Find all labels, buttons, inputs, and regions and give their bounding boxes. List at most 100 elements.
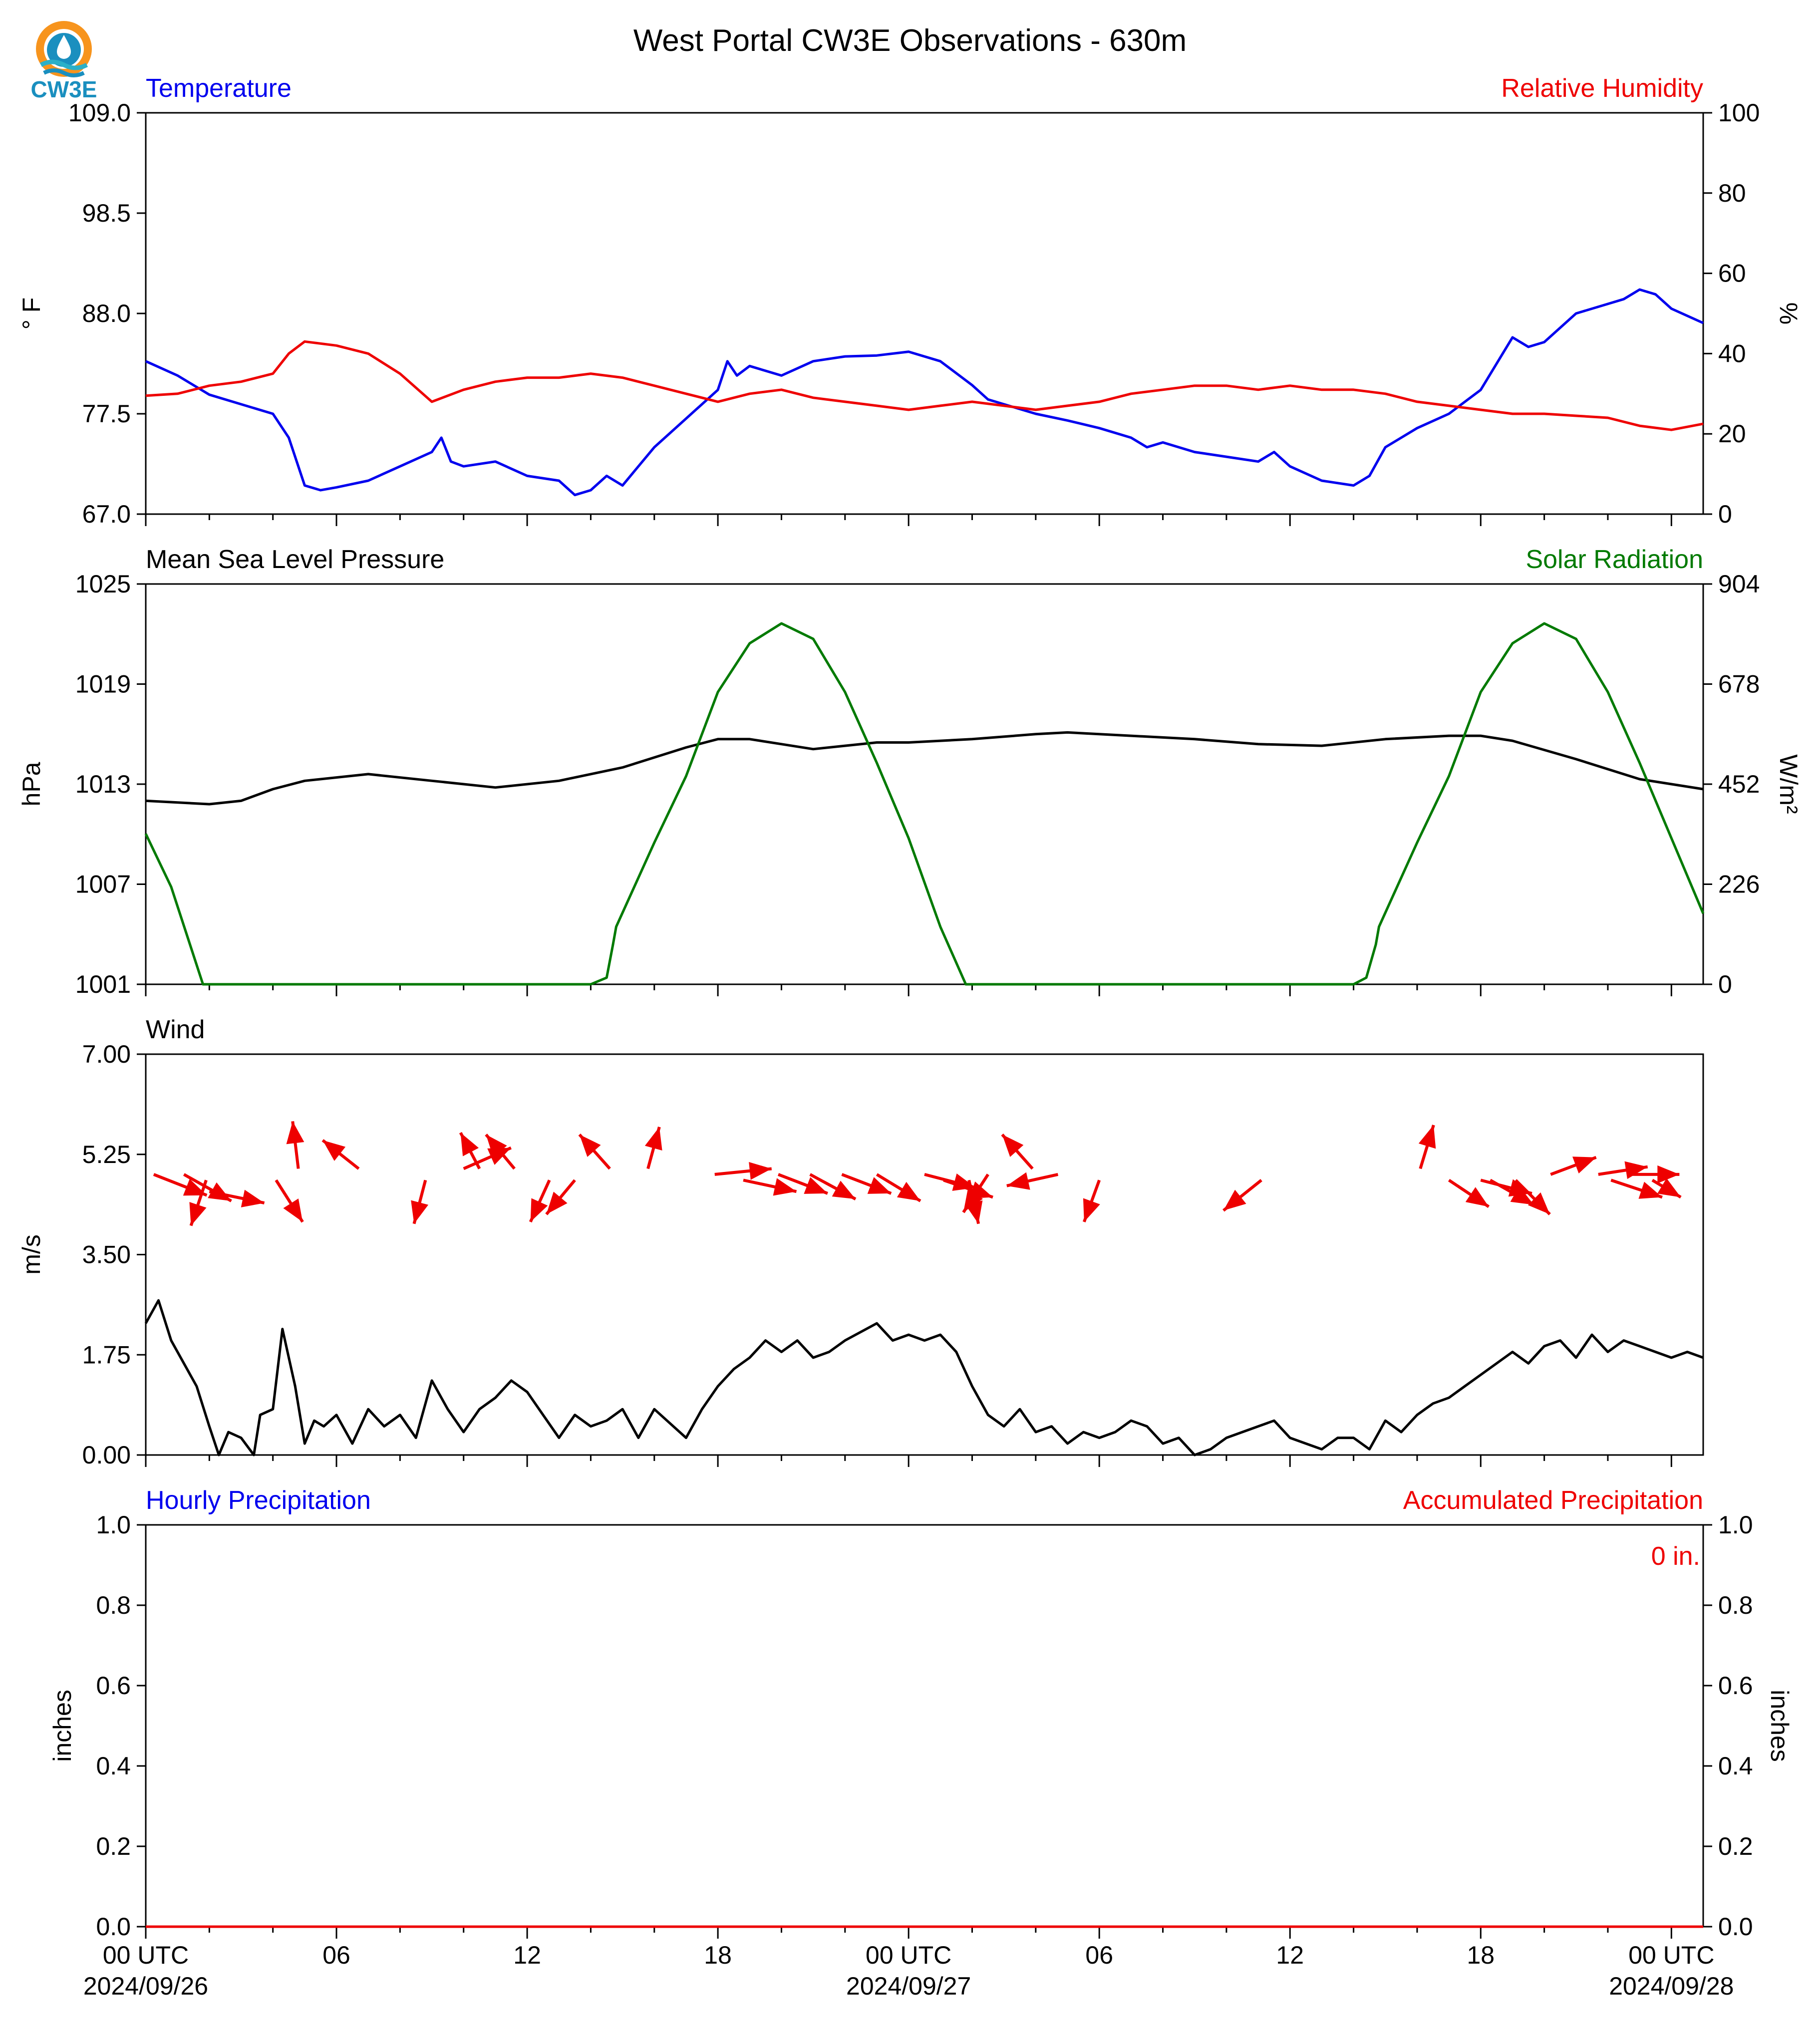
y-tick-label: 1025	[75, 570, 131, 598]
chart-title: West Portal CW3E Observations - 630m	[633, 23, 1187, 58]
y-tick-label: 1.75	[82, 1341, 131, 1369]
y-axis-label-right: %	[1775, 302, 1803, 324]
wind-arrow-head	[579, 1135, 601, 1157]
y-tick-label-right: 40	[1718, 339, 1746, 367]
wind-arrow	[1006, 1172, 1059, 1190]
plot-frame	[145, 112, 1704, 515]
y-tick-label: 109.0	[68, 99, 131, 127]
y-tick-label-right: 0.2	[1718, 1832, 1753, 1860]
wind-arrow-head	[460, 1133, 479, 1157]
y-tick-label: 67.0	[82, 500, 131, 528]
wind-arrow	[485, 1134, 516, 1170]
wind-arrow-head	[1657, 1178, 1681, 1197]
wind-arrow	[411, 1179, 429, 1224]
series-solar-radiation	[144, 622, 1705, 986]
wind-arrow	[1610, 1178, 1663, 1199]
wind-arrow-head	[322, 1140, 346, 1161]
wind-arrow-head	[1657, 1165, 1680, 1183]
y-tick-label: 1.0	[96, 1511, 131, 1539]
wind-arrow-head	[749, 1161, 772, 1180]
wind-arrow-head	[644, 1127, 662, 1151]
wind-arrow	[962, 1173, 989, 1213]
x-date-label: 2024/09/26	[83, 1972, 208, 2000]
plot-frame	[145, 1053, 1704, 1456]
wind-arrow	[286, 1121, 304, 1169]
wind-arrow	[876, 1173, 921, 1202]
y-tick-label-right: 1.0	[1718, 1511, 1753, 1539]
panels: Temperature Relative Humidity 67.0 77.5 88.0…	[17, 74, 1803, 2000]
panel-temperature-humidity: Temperature Relative Humidity 67.0 77.5 88.0…	[17, 74, 1803, 528]
y-tick-label: 1007	[75, 870, 131, 898]
wind-arrow	[778, 1173, 828, 1195]
cw3e-logo-icon	[36, 21, 92, 77]
y-tick-label-right: 452	[1718, 770, 1760, 798]
x-date-label: 2024/09/28	[1609, 1972, 1734, 2000]
panel-precipitation: Hourly Precipitation Accumulated Precipit…	[48, 1486, 1794, 2000]
plot-frame	[145, 583, 1704, 985]
wind-arrow-head	[286, 1121, 304, 1145]
wind-arrow-head	[1638, 1181, 1662, 1199]
y-tick-label-right: 226	[1718, 870, 1760, 898]
wind-arrow	[644, 1127, 662, 1169]
wind-arrow-head	[1465, 1187, 1489, 1207]
series-mean-sea-level-pressure	[145, 731, 1704, 806]
wind-arrow	[1515, 1179, 1551, 1215]
y-tick-label-right: 0.4	[1718, 1752, 1753, 1780]
wind-arrow-head	[832, 1180, 856, 1199]
y-tick-label: 0.0	[96, 1913, 131, 1941]
y-tick-label-right: 20	[1718, 420, 1746, 448]
y-tick-label: 0.6	[96, 1672, 131, 1700]
y-tick-label: 0.8	[96, 1591, 131, 1619]
panel-left-title: Wind	[146, 1015, 205, 1044]
wind-arrow	[714, 1161, 772, 1180]
panel-right-title: Solar Radiation	[1525, 545, 1703, 574]
wind-arrow-head	[1083, 1198, 1100, 1222]
wind-arrow	[1651, 1178, 1682, 1199]
wind-arrow-head	[1527, 1192, 1550, 1214]
y-tick-label-right: 60	[1718, 260, 1746, 288]
panel-right-title: Accumulated Precipitation	[1403, 1486, 1703, 1515]
y-tick-label: 7.00	[82, 1040, 131, 1068]
wind-arrow-head	[897, 1181, 920, 1201]
x-tick-label: 18	[704, 1941, 732, 1969]
y-tick-label: 98.5	[82, 199, 131, 227]
panel-left-title: Mean Sea Level Pressure	[146, 545, 444, 574]
y-tick-label-right: 904	[1718, 570, 1760, 598]
series-wind	[144, 1299, 1704, 1456]
wind-arrow-head	[1223, 1189, 1246, 1211]
x-tick-label: 12	[1276, 1941, 1304, 1969]
x-tick-label: 12	[513, 1941, 541, 1969]
wind-arrow	[275, 1179, 304, 1223]
panel-right-title: Relative Humidity	[1501, 74, 1703, 103]
y-tick-label: 3.50	[82, 1241, 131, 1269]
x-tick-label: 00 UTC	[866, 1941, 951, 1969]
panel-left-title: Temperature	[146, 74, 292, 103]
y-tick-label: 88.0	[82, 299, 131, 327]
y-axis-label: hPa	[17, 762, 45, 806]
y-axis-label-right: W/m²	[1775, 754, 1803, 814]
wind-arrow	[1001, 1134, 1034, 1170]
panel-wind: Wind 0.00 1.75 3.50 5.25 7.00 m/s	[17, 1015, 1704, 1469]
wind-arrow-head	[1572, 1157, 1596, 1174]
wind-arrow-head	[283, 1198, 303, 1222]
wind-arrow	[1630, 1165, 1680, 1183]
y-tick-label-right: 0.6	[1718, 1672, 1753, 1700]
wind-arrow-head	[241, 1189, 265, 1207]
wind-arrow-head	[773, 1178, 797, 1196]
wind-arrow-head	[189, 1202, 207, 1226]
wind-arrow	[1082, 1179, 1101, 1222]
wind-arrow-head	[804, 1177, 828, 1194]
plot-frame	[145, 1524, 1704, 1928]
wind-arrow	[578, 1134, 611, 1170]
y-tick-label: 0.2	[96, 1832, 131, 1860]
wind-arrow	[1489, 1178, 1535, 1206]
wind-arrow	[1598, 1161, 1648, 1179]
y-axis-label: ° F	[17, 297, 45, 329]
wind-arrow	[153, 1173, 208, 1197]
wind-arrow-head	[1510, 1186, 1534, 1205]
y-axis-label: m/s	[17, 1234, 45, 1275]
wind-arrow	[1448, 1178, 1490, 1208]
y-tick-label: 0.4	[96, 1752, 131, 1780]
panel-pressure-solar: Mean Sea Level Pressure Solar Radiation 10…	[17, 545, 1803, 998]
